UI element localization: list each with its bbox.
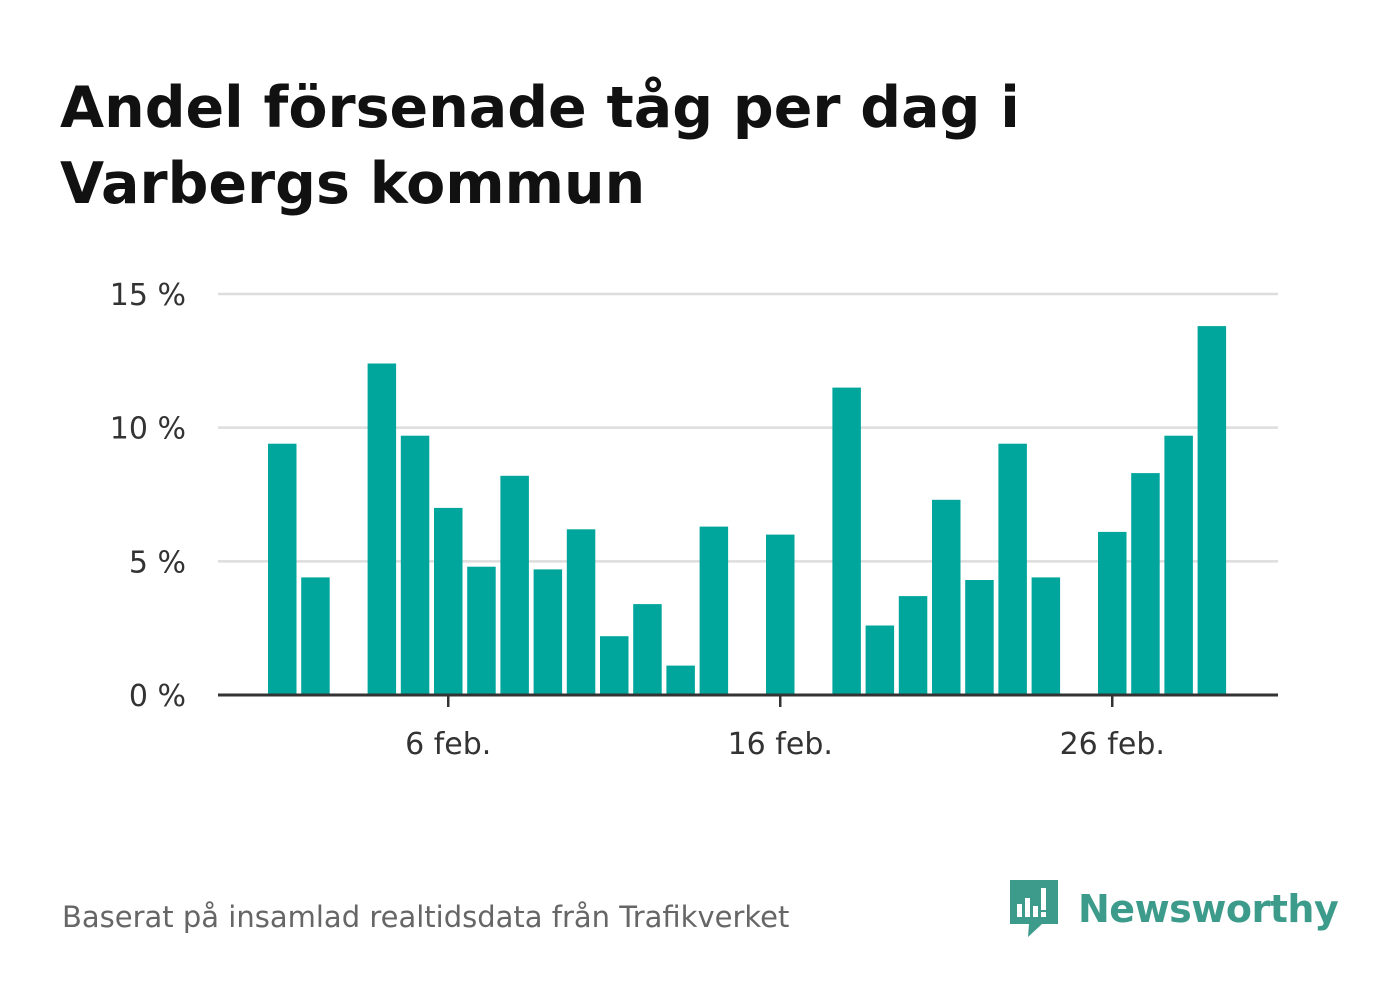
brand-name: Newsworthy xyxy=(1078,887,1339,931)
bar xyxy=(367,363,397,695)
bar xyxy=(898,596,928,695)
bar xyxy=(1031,577,1061,695)
bar-chart-speech-bubble-icon xyxy=(1010,880,1058,937)
bar xyxy=(600,636,629,695)
bar xyxy=(865,625,895,695)
bar xyxy=(434,507,463,695)
x-axis xyxy=(218,693,1278,707)
y-tick-label: 10 % xyxy=(110,412,186,447)
brand-logo[interactable]: Newsworthy xyxy=(1010,880,1339,938)
x-tick-label: 26 feb. xyxy=(1060,727,1165,762)
bar xyxy=(932,499,961,695)
bar xyxy=(699,526,729,695)
chart-title: Andel försenade tåg per dag i Varbergs k… xyxy=(60,75,1020,217)
bar xyxy=(533,569,563,695)
bar xyxy=(301,577,330,695)
bar xyxy=(1098,531,1127,695)
bar xyxy=(633,604,662,695)
x-tick-label: 6 feb. xyxy=(405,727,491,762)
bar xyxy=(1164,435,1193,695)
bar xyxy=(400,435,430,695)
y-tick-label: 15 % xyxy=(110,278,186,313)
bar xyxy=(766,534,795,695)
bars xyxy=(268,326,1227,695)
bar xyxy=(998,443,1027,695)
bar xyxy=(1197,326,1227,695)
bar xyxy=(832,387,861,695)
bar xyxy=(467,566,496,695)
bar xyxy=(566,529,596,695)
y-axis-labels: 0 % 5 % 10 % 15 % xyxy=(110,278,186,714)
source-note: Baserat på insamlad realtidsdata från Tr… xyxy=(62,900,790,934)
x-tick-label: 16 feb. xyxy=(728,727,833,762)
bar xyxy=(666,665,695,695)
x-axis-labels: 6 feb. 16 feb. 26 feb. xyxy=(405,727,1165,762)
bar xyxy=(268,443,297,695)
bar xyxy=(500,475,529,695)
bar xyxy=(965,580,994,695)
y-tick-label: 0 % xyxy=(129,679,186,714)
bar-chart: 0 % 5 % 10 % 15 % 6 feb. 16 feb. 26 feb. xyxy=(110,278,1278,762)
y-tick-label: 5 % xyxy=(129,545,186,580)
bar xyxy=(1131,473,1160,695)
